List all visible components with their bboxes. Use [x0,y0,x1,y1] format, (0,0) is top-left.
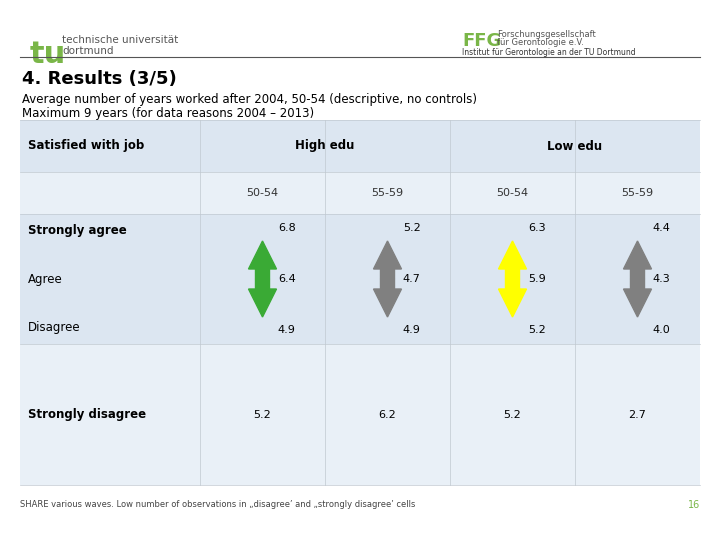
FancyArrow shape [248,241,276,279]
Text: für Gerontologie e.V.: für Gerontologie e.V. [497,38,584,47]
Text: SHARE various waves. Low number of observations in „disagree’ and „strongly disa: SHARE various waves. Low number of obser… [20,500,415,509]
Text: 4. Results (3/5): 4. Results (3/5) [22,70,176,88]
Text: Average number of years worked after 2004, 50-54 (descriptive, no controls): Average number of years worked after 200… [22,93,477,106]
Text: 5.2: 5.2 [403,223,420,233]
FancyArrow shape [248,279,276,317]
Text: 4.9: 4.9 [403,325,420,335]
Text: 6.4: 6.4 [278,274,296,284]
Text: 6.2: 6.2 [379,409,397,420]
Text: FFG: FFG [462,32,501,50]
Text: Agree: Agree [28,273,63,286]
Text: 5.2: 5.2 [253,409,271,420]
Text: 2.7: 2.7 [629,409,647,420]
Text: Institut für Gerontologie an der TU Dortmund: Institut für Gerontologie an der TU Dort… [462,48,636,57]
FancyArrow shape [624,241,652,279]
Text: Forschungsgesellschaft: Forschungsgesellschaft [497,30,595,39]
Text: High edu: High edu [295,139,355,152]
FancyArrow shape [624,279,652,317]
Text: 5.2: 5.2 [528,325,546,335]
Text: 4.3: 4.3 [653,274,670,284]
Bar [20,172,700,214]
Text: 4.7: 4.7 [403,274,420,284]
Text: dortmund: dortmund [62,46,114,56]
FancyArrow shape [374,241,402,279]
FancyArrow shape [498,279,526,317]
Text: Maximum 9 years (for data reasons 2004 – 2013): Maximum 9 years (for data reasons 2004 –… [22,107,314,120]
Text: 4.9: 4.9 [278,325,296,335]
Text: 50-54: 50-54 [496,188,528,198]
Text: 5.9: 5.9 [528,274,546,284]
Text: 4.0: 4.0 [653,325,670,335]
Text: Satisfied with job: Satisfied with job [28,139,144,152]
Text: 6.3: 6.3 [528,223,546,233]
Bar [20,344,700,485]
Text: 16: 16 [688,500,700,510]
Bar [20,214,700,344]
Text: tu: tu [30,40,66,69]
Text: 4.4: 4.4 [653,223,671,233]
Text: Disagree: Disagree [28,321,81,334]
Text: 50-54: 50-54 [246,188,279,198]
Text: technische universität: technische universität [62,35,179,45]
Text: 55-59: 55-59 [621,188,654,198]
Text: Low edu: Low edu [547,139,603,152]
FancyArrow shape [498,241,526,279]
Text: 6.8: 6.8 [278,223,296,233]
Bar [20,120,700,172]
Text: Strongly agree: Strongly agree [28,224,127,237]
FancyArrow shape [374,279,402,317]
Text: 55-59: 55-59 [372,188,404,198]
Text: 5.2: 5.2 [503,409,521,420]
Text: Strongly disagree: Strongly disagree [28,408,146,421]
